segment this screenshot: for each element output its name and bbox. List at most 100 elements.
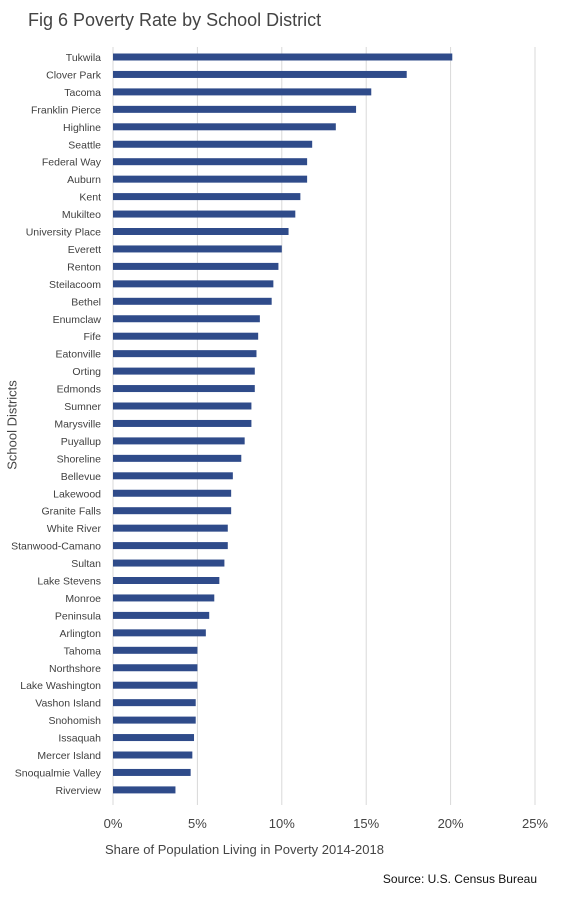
bar-clover-park — [113, 70, 407, 78]
category-label: Monroe — [65, 593, 101, 605]
bar-monroe — [113, 594, 215, 602]
bar-northshore — [113, 664, 198, 672]
category-label: Seattle — [68, 139, 101, 151]
bar-arlington — [113, 629, 206, 637]
bar-lake-stevens — [113, 577, 220, 584]
bar-bethel — [113, 297, 272, 305]
bar-orting — [113, 367, 255, 375]
category-label: Tahoma — [64, 645, 102, 657]
bar-mercer-island — [113, 751, 193, 759]
bar-issaquah — [113, 734, 195, 742]
bar-white-river — [113, 524, 228, 532]
category-label: Clover Park — [46, 69, 102, 81]
category-label: Sultan — [71, 558, 101, 570]
bar-vashon-island — [113, 699, 196, 707]
bar-federal-way — [113, 158, 308, 166]
bar-snohomish — [113, 716, 196, 724]
category-label: Enumclaw — [53, 314, 102, 326]
category-label: Everett — [68, 244, 101, 256]
bar-edmonds — [113, 385, 255, 393]
category-label: Riverview — [55, 785, 101, 797]
bar-auburn — [113, 175, 308, 183]
category-label: Edmonds — [57, 384, 101, 396]
category-label: Sumner — [64, 401, 101, 413]
bars — [113, 53, 453, 794]
x-tick-label: 0% — [104, 816, 123, 831]
bar-tahoma — [113, 646, 198, 654]
source-note: Source: U.S. Census Bureau — [382, 872, 537, 886]
category-label: Bellevue — [61, 471, 101, 483]
y-axis-label: School Districts — [4, 380, 20, 470]
bar-shoreline — [113, 454, 242, 462]
x-tick-label: 5% — [188, 816, 207, 831]
category-label: Marysville — [54, 418, 101, 430]
category-label: Issaquah — [58, 733, 101, 745]
bar-eatonville — [113, 350, 257, 358]
x-axis-label: Share of Population Living in Poverty 20… — [105, 842, 384, 857]
bar-seattle — [113, 140, 313, 148]
category-label: Renton — [67, 261, 101, 273]
category-label: Granite Falls — [41, 506, 101, 518]
category-label: Highline — [63, 122, 101, 134]
category-label: Arlington — [60, 628, 102, 640]
bar-bellevue — [113, 472, 233, 480]
bar-renton — [113, 262, 279, 270]
category-label: Steilacoom — [49, 279, 101, 291]
category-label: Franklin Pierce — [31, 104, 101, 116]
bar-highline — [113, 123, 336, 131]
category-label: Northshore — [49, 663, 101, 675]
category-label: Tukwila — [66, 52, 101, 64]
bar-puyallup — [113, 437, 245, 445]
bar-marysville — [113, 419, 252, 427]
bar-snoqualmie-valley — [113, 768, 191, 776]
bar-enumclaw — [113, 315, 260, 323]
category-label: Lake Washington — [20, 680, 101, 692]
bar-everett — [113, 245, 282, 253]
bar-university-place — [113, 228, 289, 235]
x-tick-labels: 0% 5% 10% 15% 20% 25% — [104, 816, 549, 831]
bar-mukilteo — [113, 210, 296, 218]
category-label: Snoqualmie Valley — [15, 767, 102, 779]
bar-lakewood — [113, 489, 232, 497]
bar-riverview — [113, 786, 176, 794]
bar-tukwila — [113, 53, 453, 61]
x-tick-label: 25% — [522, 816, 548, 831]
category-labels: Tukwila Clover Park Tacoma Franklin Pierce H… — [11, 52, 102, 797]
chart-title: Fig 6 Poverty Rate by School District — [28, 10, 322, 30]
category-label: Federal Way — [42, 157, 102, 169]
category-label: Mercer Island — [37, 750, 101, 762]
bar-granite-falls — [113, 507, 232, 515]
category-label: Fife — [83, 331, 101, 343]
bar-peninsula — [113, 611, 210, 619]
bar-steilacoom — [113, 280, 274, 288]
category-label: White River — [47, 523, 102, 535]
category-label: Auburn — [67, 174, 101, 186]
category-label: Orting — [72, 366, 101, 378]
bar-sultan — [113, 559, 225, 567]
x-tick-label: 10% — [269, 816, 295, 831]
category-label: Mukilteo — [62, 209, 101, 221]
x-tick-label: 20% — [438, 816, 464, 831]
category-label: Snohomish — [48, 715, 101, 727]
bar-tacoma — [113, 88, 372, 96]
bar-franklin-pierce — [113, 105, 357, 113]
category-label: Tacoma — [64, 87, 101, 99]
category-label: Shoreline — [57, 453, 102, 465]
bar-sumner — [113, 402, 252, 410]
category-label: Stanwood-Camano — [11, 541, 101, 553]
category-label: Bethel — [71, 296, 101, 308]
bar-lake-washington — [113, 681, 198, 689]
x-tick-label: 15% — [353, 816, 379, 831]
category-label: Peninsula — [55, 610, 101, 622]
category-label: Vashon Island — [35, 698, 101, 710]
category-label: Lakewood — [53, 488, 101, 500]
category-label: Kent — [79, 192, 101, 204]
bar-kent — [113, 193, 301, 201]
category-label: Eatonville — [55, 349, 101, 361]
bar-fife — [113, 332, 259, 340]
category-label: Puyallup — [61, 436, 101, 448]
bar-stanwood-camano — [113, 542, 228, 550]
category-label: Lake Stevens — [37, 576, 101, 588]
category-label: University Place — [26, 227, 101, 239]
